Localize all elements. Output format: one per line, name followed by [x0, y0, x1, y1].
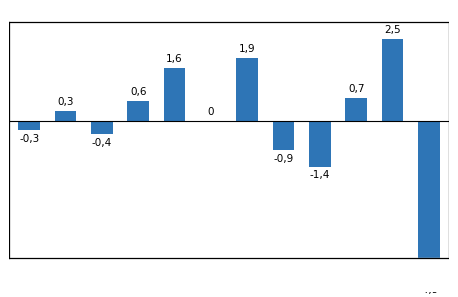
- Bar: [345, 98, 367, 121]
- Bar: [55, 111, 76, 121]
- Text: 1,6: 1,6: [166, 54, 183, 64]
- Text: -0,3: -0,3: [19, 135, 39, 144]
- Text: 0,7: 0,7: [348, 84, 365, 94]
- Text: 0,3: 0,3: [57, 97, 74, 107]
- Text: 2,5: 2,5: [384, 25, 401, 35]
- Bar: [18, 121, 40, 130]
- Text: 0,6: 0,6: [130, 87, 147, 97]
- Bar: [309, 121, 331, 167]
- Bar: [418, 121, 440, 281]
- Bar: [273, 121, 294, 150]
- Text: -0,4: -0,4: [92, 138, 112, 148]
- Text: 1,9: 1,9: [239, 45, 256, 54]
- Text: -1,4: -1,4: [310, 170, 330, 181]
- Text: 0: 0: [207, 107, 214, 117]
- Bar: [382, 39, 403, 121]
- Text: -4,9: -4,9: [419, 285, 439, 295]
- Bar: [236, 59, 258, 121]
- Bar: [127, 101, 149, 121]
- Text: -0,9: -0,9: [273, 154, 294, 164]
- Bar: [164, 68, 185, 121]
- Bar: [91, 121, 113, 134]
